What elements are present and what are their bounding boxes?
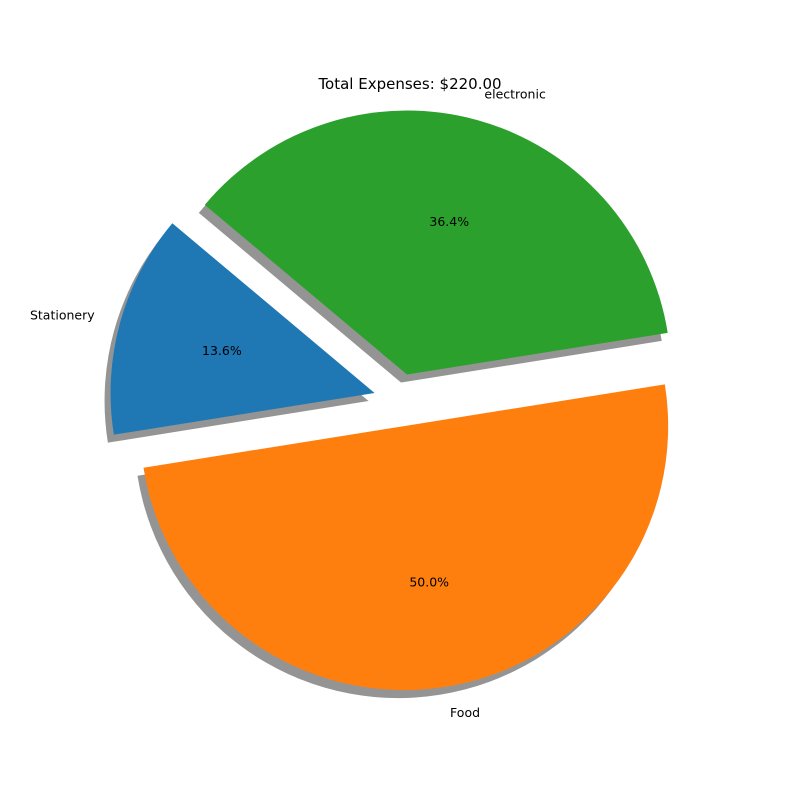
slice-electronic [204, 110, 668, 375]
slice-food [143, 384, 669, 691]
pct-label-electronic: 36.4% [429, 214, 469, 229]
slice-stationery [110, 223, 375, 435]
chart-title: Total Expenses: $220.00 [317, 75, 501, 93]
slice-label-stationery: Stationery [30, 308, 95, 323]
slice-label-electronic: electronic [484, 87, 546, 102]
pct-label-stationery: 13.6% [202, 343, 242, 358]
slice-label-food: Food [450, 705, 480, 720]
slice-labels: 13.6% Stationery 50.0% Food 36.4% electronic [30, 87, 546, 720]
slices [110, 110, 669, 691]
pct-label-food: 50.0% [409, 574, 449, 589]
